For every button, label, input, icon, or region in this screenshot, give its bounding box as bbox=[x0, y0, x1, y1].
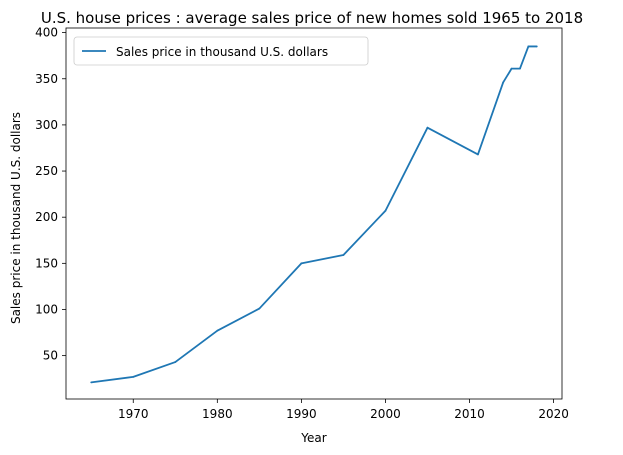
x-tick-label: 2020 bbox=[538, 407, 569, 421]
data-point bbox=[300, 262, 303, 265]
data-point bbox=[535, 45, 538, 48]
x-tick-label: 1990 bbox=[286, 407, 317, 421]
legend-label: Sales price in thousand U.S. dollars bbox=[116, 45, 328, 59]
y-tick-label: 150 bbox=[35, 256, 58, 270]
data-point bbox=[510, 67, 513, 70]
y-tick-label: 400 bbox=[35, 26, 58, 40]
legend-box bbox=[73, 36, 369, 66]
data-point bbox=[132, 375, 135, 378]
y-tick-label: 250 bbox=[35, 164, 58, 178]
data-point bbox=[384, 209, 387, 212]
y-axis-label: Sales price in thousand U.S. dollars bbox=[9, 112, 23, 324]
x-tick-label: 2010 bbox=[454, 407, 485, 421]
data-point bbox=[527, 45, 530, 48]
x-tick-label: 2000 bbox=[370, 407, 401, 421]
data-point bbox=[342, 254, 345, 256]
data-point bbox=[90, 381, 93, 384]
legend: Sales price in thousand U.S. dollars bbox=[73, 36, 369, 66]
y-tick-label: 300 bbox=[35, 118, 58, 132]
data-point bbox=[174, 361, 177, 363]
data-point bbox=[519, 67, 521, 70]
data-point bbox=[258, 307, 261, 310]
y-axis: 50 100 150 200 250 300 350 400 bbox=[35, 26, 66, 363]
y-tick-label: 50 bbox=[43, 349, 58, 363]
x-axis-label: Year bbox=[300, 431, 326, 445]
data-point bbox=[502, 81, 505, 84]
data-point bbox=[477, 153, 479, 156]
y-tick-label: 200 bbox=[35, 210, 58, 224]
data-point bbox=[216, 329, 219, 332]
y-tick-label: 350 bbox=[35, 72, 58, 86]
data-point bbox=[426, 126, 429, 129]
chart-title: U.S. house prices : average sales price … bbox=[41, 9, 583, 27]
x-tick-label: 1970 bbox=[118, 407, 149, 421]
axes-frame bbox=[65, 27, 563, 400]
x-tick-label: 1980 bbox=[202, 407, 233, 421]
x-axis: 1970 1980 1990 2000 2010 2020 bbox=[118, 399, 569, 421]
y-tick-label: 100 bbox=[35, 302, 58, 316]
plot-area bbox=[90, 45, 538, 384]
